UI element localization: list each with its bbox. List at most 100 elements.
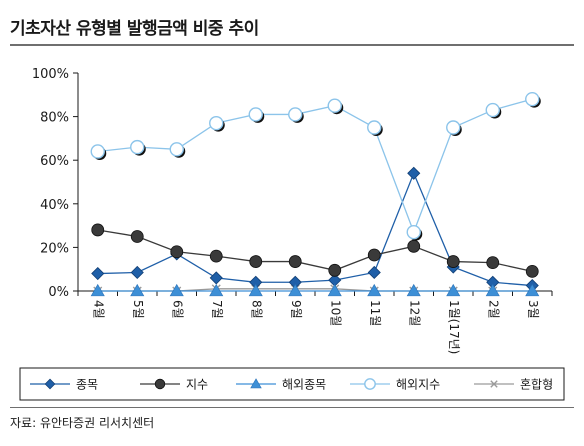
data-point xyxy=(485,283,500,297)
x-axis-ticks: 4월 5월 6월 7월 8월 9월 10월 11월 12월 1월(17년) 2월 3월 xyxy=(77,291,553,354)
legend-marker xyxy=(490,380,498,388)
y-tick-label: 100% xyxy=(32,67,69,82)
x-tick-label: 2월 xyxy=(486,300,500,319)
data-point-face xyxy=(248,107,263,122)
x-tick-label: 3월 xyxy=(526,300,540,319)
data-point xyxy=(288,107,304,123)
chart-title: 기초자산 유형별 발행금액 비중 추이 xyxy=(10,19,259,39)
x-tick-label: 10월 xyxy=(328,300,342,326)
data-point xyxy=(169,283,184,297)
series-group xyxy=(90,91,541,297)
data-point xyxy=(446,255,460,268)
legend-item: 혼합형 xyxy=(474,378,553,392)
data-point xyxy=(327,283,342,297)
y-tick-label: 80% xyxy=(40,111,69,126)
data-point xyxy=(288,283,303,297)
legend-box xyxy=(19,367,565,401)
y-tick-label: 20% xyxy=(40,241,69,256)
data-point xyxy=(91,223,105,237)
series-line xyxy=(97,98,533,234)
legend-label: 해외지수 xyxy=(396,378,440,392)
data-point-face xyxy=(169,142,184,157)
data-point-face xyxy=(209,115,224,131)
data-point xyxy=(446,283,461,297)
data-point xyxy=(525,283,540,297)
x-tick-label: 5월 xyxy=(131,300,145,319)
series-line xyxy=(97,171,533,287)
data-point xyxy=(525,264,539,278)
data-point xyxy=(90,144,107,160)
source-divider xyxy=(10,407,574,408)
data-point-face xyxy=(446,120,461,135)
legend-item: 종목 xyxy=(30,378,98,392)
y-axis-ticks: 0% 20% 40% 60% 80% 100% xyxy=(32,67,78,300)
data-point xyxy=(407,239,421,253)
y-tick-label: 60% xyxy=(40,154,69,169)
data-point-face xyxy=(367,120,382,135)
x-tick-label: 8월 xyxy=(249,300,263,319)
legend-label: 종목 xyxy=(76,378,98,392)
data-point xyxy=(130,283,145,297)
legend-marker-face xyxy=(364,378,376,390)
series-circle xyxy=(91,223,539,278)
legend-label: 해외종목 xyxy=(282,378,326,392)
x-tick-label: 11월 xyxy=(368,300,382,326)
legend: 종목 지수 해외종목 해외지수 혼합형 xyxy=(30,378,553,392)
data-point xyxy=(406,283,421,297)
legend-item: 해외종목 xyxy=(236,378,326,392)
data-point-face xyxy=(406,224,421,240)
series-line xyxy=(97,229,533,273)
x-tick-label: 7월 xyxy=(210,300,224,319)
data-point xyxy=(407,166,421,180)
x-tick-label: 6월 xyxy=(170,300,184,319)
data-point-face xyxy=(327,98,342,113)
data-point xyxy=(209,271,223,285)
data-point-face xyxy=(525,91,540,107)
data-point xyxy=(367,265,381,280)
series-triangle xyxy=(90,283,540,297)
data-point xyxy=(90,283,105,297)
legend-label: 지수 xyxy=(186,378,208,392)
data-point-face xyxy=(130,139,145,155)
data-point xyxy=(249,255,263,268)
data-point xyxy=(130,265,144,280)
data-point xyxy=(367,120,383,136)
data-point-face xyxy=(485,102,500,118)
x-tick-label: 12월 xyxy=(407,300,421,326)
data-point-face xyxy=(288,107,303,122)
data-point xyxy=(130,230,144,243)
legend-item: 지수 xyxy=(140,378,208,392)
x-tick-label: 4월 xyxy=(91,300,105,319)
data-point xyxy=(209,115,225,132)
source-note: 자료: 유안타증권 리서치센터 xyxy=(10,416,155,430)
data-point xyxy=(130,139,146,156)
legend-label: 혼합형 xyxy=(520,378,553,392)
legend-item: 해외지수 xyxy=(350,378,440,392)
legend-marker xyxy=(364,378,376,390)
data-point xyxy=(328,263,342,277)
data-point-face xyxy=(90,144,105,159)
data-point xyxy=(288,255,302,268)
data-point xyxy=(525,91,541,108)
x-tick-label: 1월(17년) xyxy=(447,300,461,354)
data-point xyxy=(406,224,423,241)
data-point xyxy=(248,283,263,297)
y-tick-label: 40% xyxy=(40,198,69,213)
data-point xyxy=(91,266,105,281)
data-point xyxy=(486,256,500,270)
data-point xyxy=(446,120,462,136)
data-point xyxy=(209,283,224,297)
legend-marker xyxy=(44,378,56,390)
x-tick-label: 9월 xyxy=(289,300,303,319)
data-point xyxy=(327,98,344,115)
data-point xyxy=(170,245,184,259)
legend-marker xyxy=(250,378,262,389)
data-point xyxy=(248,107,265,123)
series-circle-open xyxy=(90,91,541,241)
data-point xyxy=(367,283,382,297)
data-point xyxy=(209,249,223,263)
legend-marker xyxy=(154,378,166,390)
y-tick-label: 0% xyxy=(48,285,69,300)
